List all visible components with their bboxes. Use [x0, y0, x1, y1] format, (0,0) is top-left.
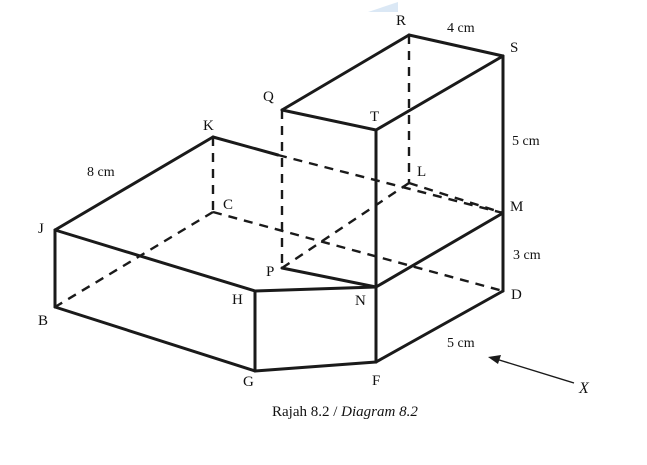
- edge-KM-hidden: [277, 153, 504, 215]
- vertex-label-r: R: [396, 13, 406, 29]
- edge-QT: [280, 108, 378, 132]
- vertex-label-k: K: [203, 118, 214, 134]
- hidden-edges: [54, 35, 504, 309]
- vertex-label-q: Q: [263, 89, 274, 105]
- vertex-label-n: N: [355, 293, 366, 309]
- edge-FD: [374, 289, 505, 364]
- edge-CB: [54, 210, 214, 309]
- vertex-label-g: G: [243, 374, 254, 390]
- edge-QR: [280, 33, 411, 112]
- vertex-label-s: S: [510, 40, 518, 56]
- edge-JH: [53, 228, 257, 293]
- edge-K-wall: [211, 135, 280, 157]
- edge-PN: [280, 266, 378, 289]
- vertex-label-t: T: [370, 109, 379, 125]
- edge-RS: [407, 33, 505, 58]
- direction-arrow: X: [488, 355, 590, 397]
- edge-NM: [374, 211, 505, 289]
- vertex-label-b: B: [38, 313, 48, 329]
- edge-TS: [374, 54, 505, 132]
- edge-BG: [53, 305, 257, 373]
- dimension-fd: 5 cm: [447, 336, 475, 351]
- direction-label-x: X: [578, 380, 590, 397]
- vertex-label-l: L: [417, 164, 426, 180]
- edge-PL: [281, 182, 410, 269]
- arrow-shaft: [495, 358, 575, 384]
- vertex-label-j: J: [38, 221, 44, 237]
- highlight-mark: [368, 2, 398, 12]
- diagram-caption: Rajah 8.2 / Diagram 8.2: [272, 404, 418, 420]
- edge-LM: [408, 181, 504, 215]
- vertex-label-c: C: [223, 197, 233, 213]
- vertex-labels: R S Q T K L J C M P H N B D G F: [38, 13, 523, 390]
- vertex-label-p: P: [266, 264, 274, 280]
- vertex-label-d: D: [511, 287, 522, 303]
- edge-GF: [253, 360, 378, 373]
- edge-HN: [253, 285, 378, 293]
- dimension-labels: 4 cm 8 cm 5 cm 3 cm 5 cm: [87, 21, 541, 351]
- dimension-jk: 8 cm: [87, 165, 115, 180]
- vertex-label-f: F: [372, 373, 380, 389]
- vertex-label-h: H: [232, 292, 243, 308]
- dimension-rs: 4 cm: [447, 21, 475, 36]
- edge-CD: [212, 210, 504, 293]
- vertex-label-m: M: [510, 199, 523, 215]
- dimension-md: 3 cm: [513, 248, 541, 263]
- dimension-sm: 5 cm: [512, 134, 540, 149]
- visible-edges: [53, 33, 505, 373]
- arrow-head: [488, 355, 501, 364]
- edge-JK: [53, 135, 215, 232]
- caption-italic: Diagram 8.2: [340, 404, 418, 420]
- caption-main: Rajah 8.2 /: [272, 404, 341, 420]
